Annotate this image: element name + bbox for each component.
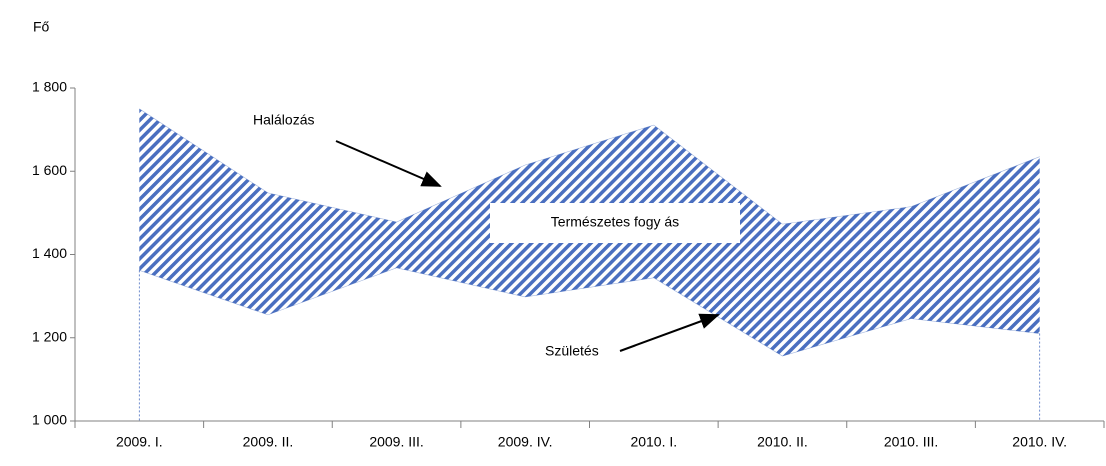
x-tick-label: 2009. III. (369, 434, 423, 450)
y-tick-label: 1 600 (32, 162, 67, 178)
y-axis-label: Fő (33, 19, 50, 35)
y-tick-label: 1 400 (32, 245, 67, 261)
x-tick-label: 2009. II. (243, 434, 294, 450)
arrow (335, 140, 442, 187)
band-label-box (490, 203, 740, 243)
series-line (139, 267, 1040, 357)
y-tick-label: 1 000 (32, 412, 67, 428)
y-tick-label: 1 800 (32, 79, 67, 95)
series-label: Halálozás (253, 112, 314, 128)
band-label: Természetes fogy ás (551, 214, 679, 230)
x-tick-label: 2010. III. (884, 434, 938, 450)
x-tick-label: 2009. IV. (498, 434, 553, 450)
x-tick-label: 2010. IV. (1012, 434, 1067, 450)
series-line (139, 108, 1040, 225)
x-tick-label: 2010. I. (630, 434, 677, 450)
x-tick-label: 2009. I. (116, 434, 163, 450)
y-tick-label: 1 200 (32, 328, 67, 344)
x-tick-label: 2010. II. (757, 434, 808, 450)
arrow (619, 313, 720, 352)
series-label: Születés (545, 343, 599, 359)
